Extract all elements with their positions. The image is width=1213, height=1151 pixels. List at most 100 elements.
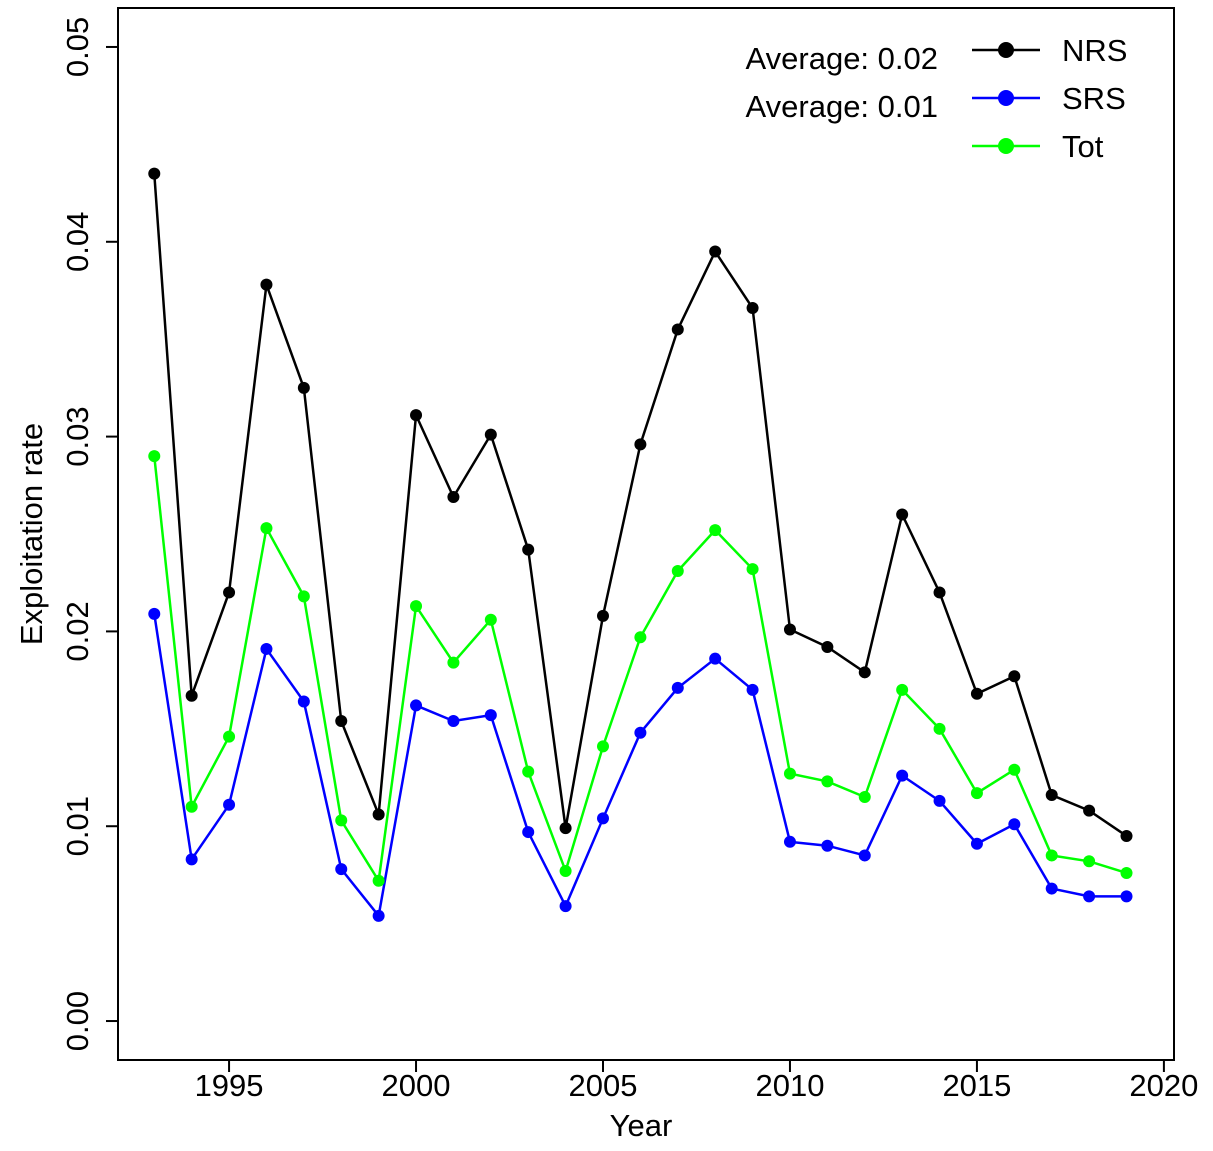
data-point [1008, 763, 1021, 776]
data-point [970, 837, 983, 850]
legend-label: SRS [1062, 81, 1126, 116]
annotation: Average: 0.01 [746, 89, 938, 124]
x-tick-label: 2010 [755, 1068, 824, 1103]
y-tick-label: 0.01 [60, 796, 95, 856]
data-point [596, 812, 609, 825]
y-tick-label: 0.04 [60, 212, 95, 272]
data-point [970, 687, 983, 700]
data-point [148, 167, 161, 180]
data-point [410, 699, 423, 712]
data-point [821, 839, 834, 852]
x-tick-label: 2020 [1129, 1068, 1198, 1103]
data-point [297, 590, 310, 603]
data-point [709, 245, 722, 258]
data-point [1120, 866, 1133, 879]
y-axis-label: Exploitation rate [14, 423, 49, 645]
legend-marker [998, 90, 1014, 106]
data-point [335, 715, 348, 728]
data-point [185, 853, 198, 866]
data-point [1045, 849, 1058, 862]
data-point [596, 740, 609, 753]
x-axis-label: Year [610, 1108, 673, 1143]
data-point [933, 722, 946, 735]
legend-marker [998, 42, 1014, 58]
legend-label: NRS [1062, 33, 1127, 68]
data-point [335, 863, 348, 876]
data-point [634, 438, 647, 451]
data-point [1008, 670, 1021, 683]
data-point [1008, 818, 1021, 831]
data-point [522, 543, 535, 556]
x-tick-label: 1995 [195, 1068, 264, 1103]
data-point [858, 791, 871, 803]
data-point [970, 787, 983, 800]
data-point [148, 607, 161, 620]
data-point [709, 524, 722, 537]
data-point [1120, 890, 1133, 903]
data-point [671, 565, 684, 578]
data-point [783, 835, 796, 848]
data-point [634, 726, 647, 739]
data-point [484, 709, 497, 722]
legend-label: Tot [1062, 129, 1104, 164]
data-point [447, 715, 460, 728]
data-point [522, 826, 535, 839]
data-point [559, 900, 572, 913]
data-point [447, 656, 460, 669]
data-point [148, 450, 161, 463]
data-point [1083, 855, 1096, 868]
data-point [484, 613, 497, 626]
data-point [1083, 804, 1096, 817]
data-point [858, 849, 871, 862]
plot-box [117, 7, 1175, 1061]
data-point [671, 323, 684, 336]
data-point [522, 765, 535, 778]
data-point [1120, 829, 1133, 842]
x-tick-label: 2005 [569, 1068, 638, 1103]
data-point [559, 822, 572, 835]
data-point [896, 508, 909, 521]
data-point [596, 609, 609, 622]
data-point [896, 769, 909, 782]
x-tick-label: 2000 [382, 1068, 451, 1103]
x-tick-label: 2015 [942, 1068, 1011, 1103]
data-point [185, 800, 198, 813]
data-point [821, 775, 834, 788]
data-point [410, 600, 423, 613]
data-point [746, 302, 759, 315]
data-point [634, 631, 647, 644]
data-point [1083, 890, 1096, 903]
legend-marker [998, 138, 1014, 154]
data-point [297, 695, 310, 708]
data-point [447, 490, 460, 503]
data-point [223, 586, 236, 599]
data-point [783, 623, 796, 636]
data-point [783, 767, 796, 780]
data-point [671, 681, 684, 694]
data-point [260, 278, 273, 291]
y-tick-label: 0.00 [60, 991, 95, 1051]
data-point [185, 689, 198, 702]
data-point [933, 794, 946, 807]
data-point [1045, 789, 1058, 802]
data-point [260, 522, 273, 535]
data-point [559, 865, 572, 878]
data-point [297, 381, 310, 394]
data-point [933, 586, 946, 599]
data-point [410, 409, 423, 422]
data-point [223, 730, 236, 743]
data-point [746, 683, 759, 696]
y-tick-label: 0.03 [60, 406, 95, 466]
series-line [153, 613, 1127, 919]
data-point [372, 874, 385, 887]
data-point [1045, 882, 1058, 895]
y-tick-label: 0.02 [60, 601, 95, 661]
data-point [372, 808, 385, 821]
series-line [153, 455, 1127, 885]
annotation: Average: 0.02 [746, 41, 938, 76]
data-point [335, 814, 348, 827]
y-tick-label: 0.05 [60, 17, 95, 77]
data-point [896, 683, 909, 696]
data-point [858, 666, 871, 679]
